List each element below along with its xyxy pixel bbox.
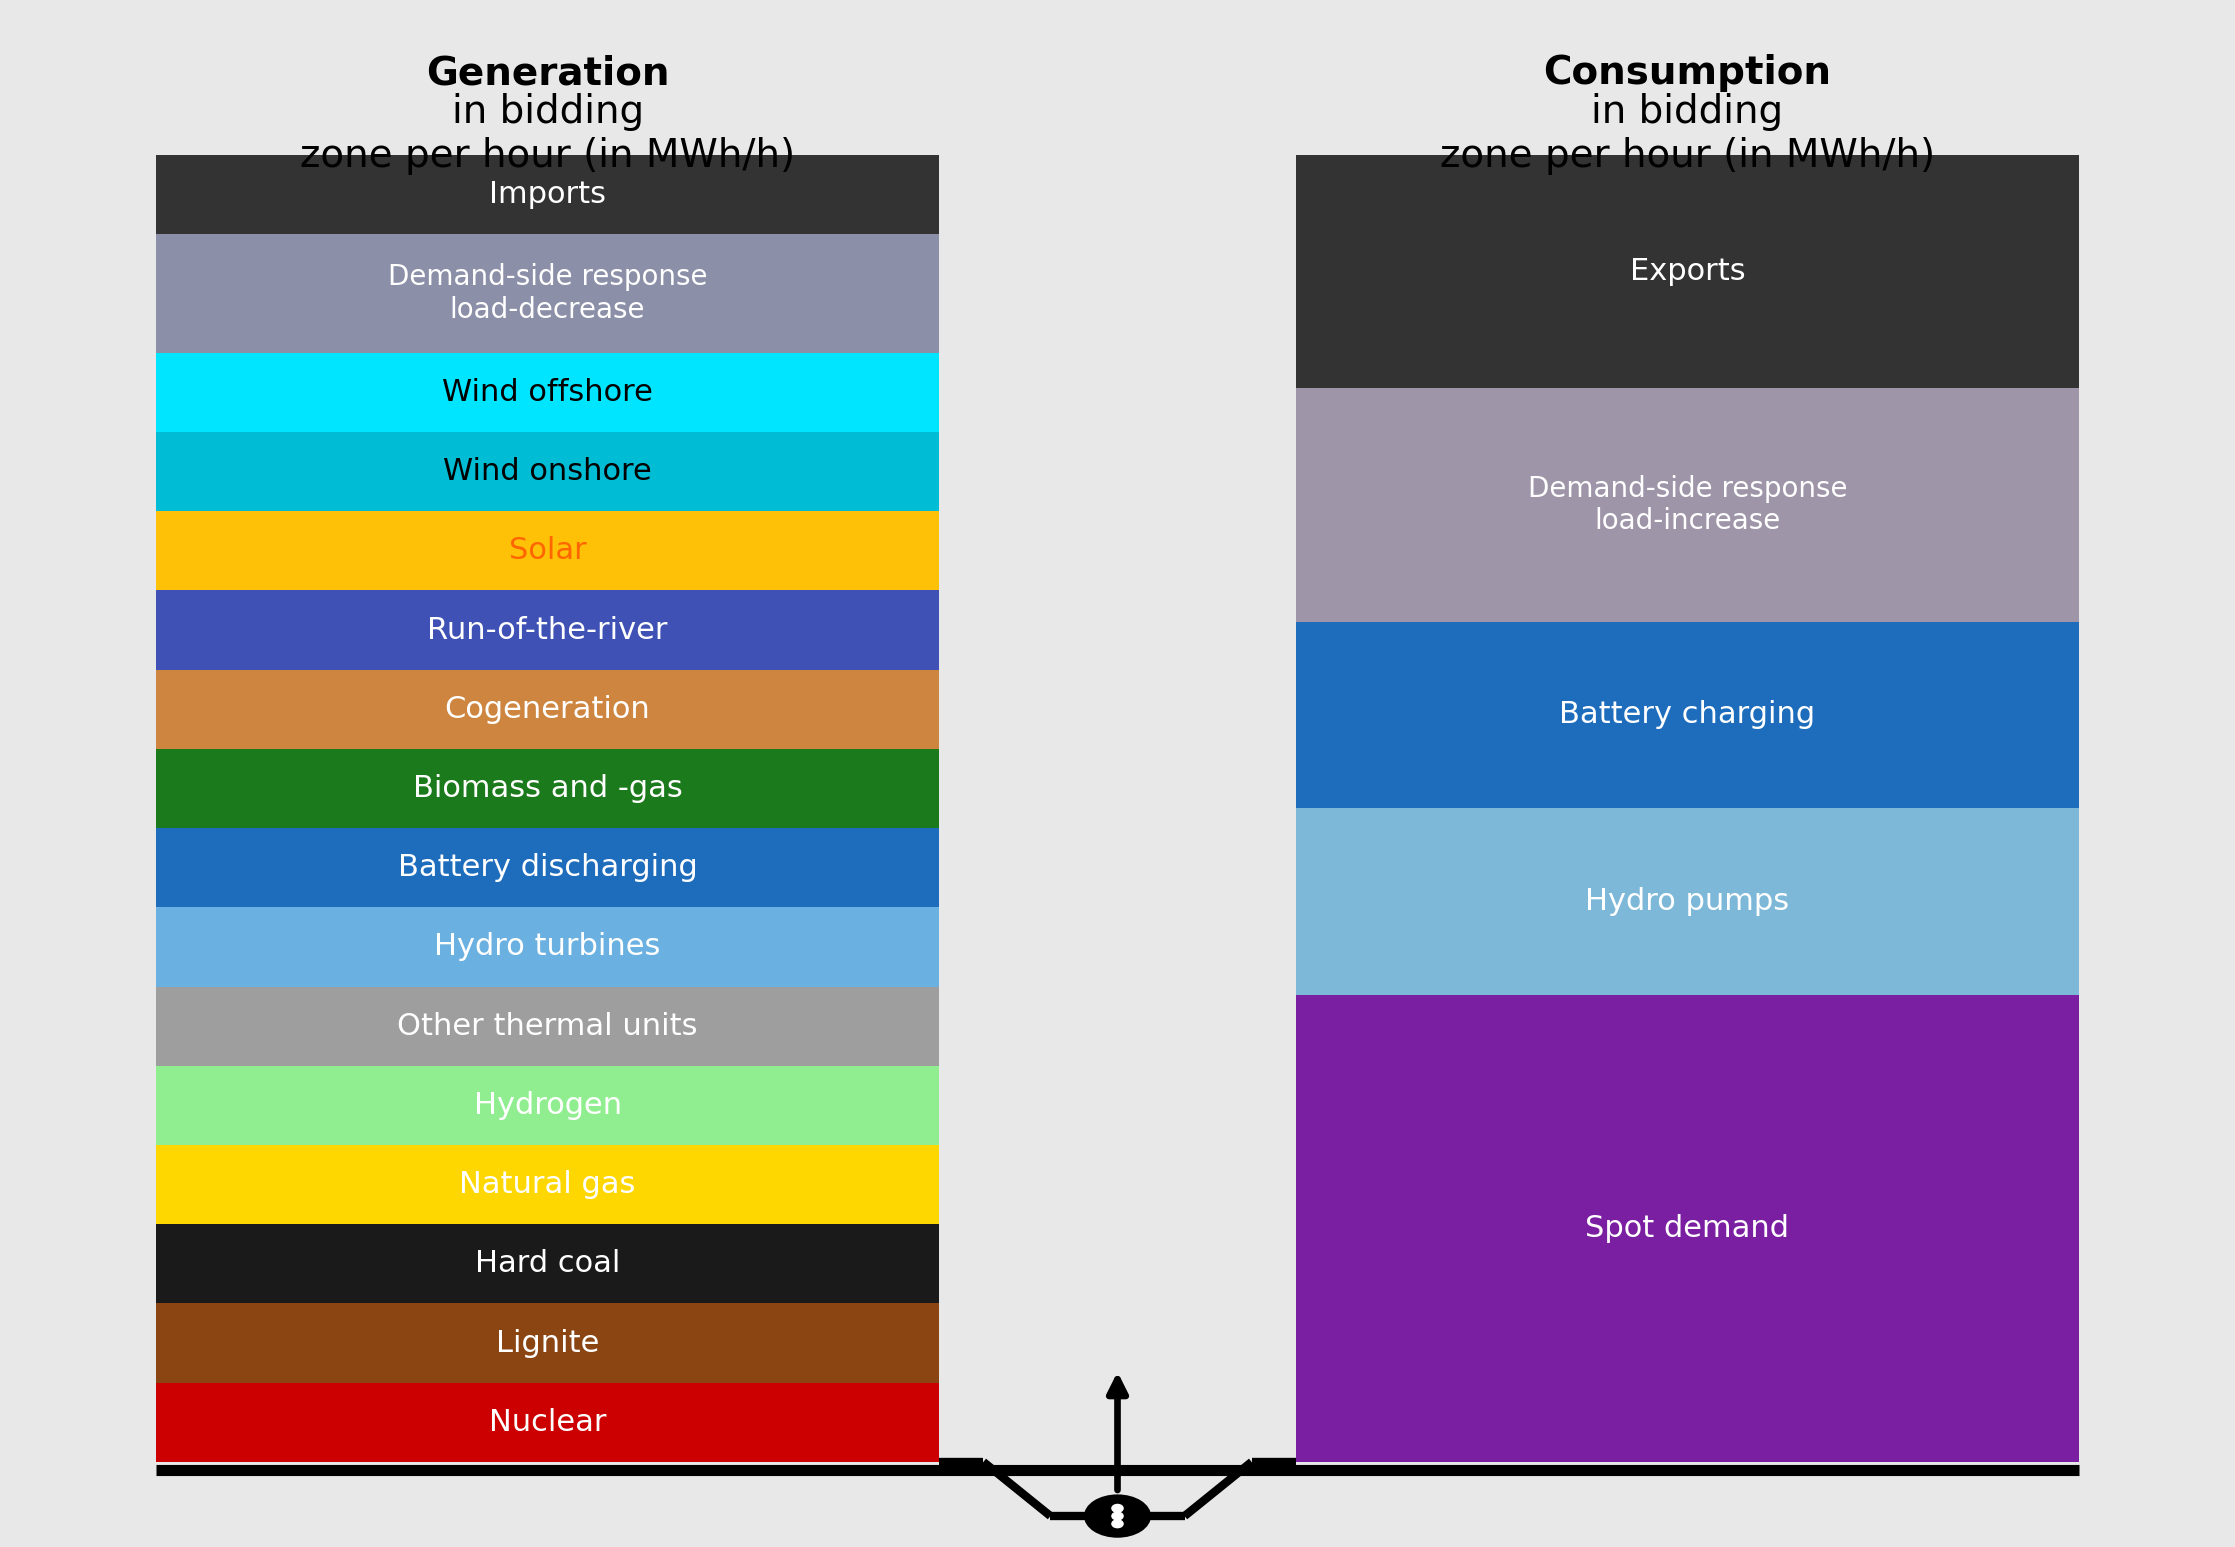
Bar: [156, 591, 939, 670]
Bar: [156, 1383, 939, 1462]
Text: Run-of-the-river: Run-of-the-river: [427, 616, 668, 645]
Text: Nuclear: Nuclear: [489, 1408, 606, 1437]
Text: Demand-side response
load-increase: Demand-side response load-increase: [1529, 475, 1846, 535]
Bar: [1296, 388, 2079, 622]
Bar: [156, 234, 939, 353]
Ellipse shape: [1084, 1494, 1151, 1538]
Bar: [156, 828, 939, 908]
Text: Battery charging: Battery charging: [1560, 701, 1815, 730]
Bar: [156, 749, 939, 828]
Text: Lignite: Lignite: [496, 1329, 599, 1358]
Text: Natural gas: Natural gas: [460, 1170, 635, 1199]
Text: Spot demand: Spot demand: [1585, 1214, 1790, 1242]
Text: Hydro pumps: Hydro pumps: [1585, 886, 1790, 916]
Text: Consumption: Consumption: [1544, 54, 1830, 93]
Bar: [156, 353, 939, 432]
Bar: [1296, 622, 2079, 809]
Circle shape: [1113, 1519, 1124, 1528]
Bar: [156, 908, 939, 987]
Bar: [156, 511, 939, 591]
Text: Hard coal: Hard coal: [474, 1250, 621, 1278]
Bar: [156, 1304, 939, 1383]
Text: Exports: Exports: [1629, 257, 1746, 286]
Bar: [156, 670, 939, 749]
Text: Imports: Imports: [489, 179, 606, 209]
Bar: [156, 987, 939, 1066]
Text: Wind onshore: Wind onshore: [443, 456, 653, 486]
Bar: [156, 1145, 939, 1224]
Bar: [156, 1224, 939, 1304]
Text: in bidding
zone per hour (in MWh/h): in bidding zone per hour (in MWh/h): [1439, 93, 1936, 175]
Text: Hydro turbines: Hydro turbines: [434, 933, 662, 961]
Bar: [1296, 155, 2079, 388]
Text: in bidding
zone per hour (in MWh/h): in bidding zone per hour (in MWh/h): [299, 93, 796, 175]
Bar: [1296, 808, 2079, 995]
Bar: [156, 155, 939, 234]
Text: Battery discharging: Battery discharging: [398, 854, 697, 882]
Bar: [156, 1066, 939, 1145]
Text: Generation: Generation: [427, 54, 668, 93]
Text: Wind offshore: Wind offshore: [443, 377, 653, 407]
Circle shape: [1113, 1504, 1124, 1513]
Text: Hydrogen: Hydrogen: [474, 1091, 621, 1120]
Text: Solar: Solar: [510, 537, 586, 565]
Text: Other thermal units: Other thermal units: [398, 1012, 697, 1041]
Text: Biomass and -gas: Biomass and -gas: [413, 774, 682, 803]
Circle shape: [1113, 1513, 1124, 1519]
Bar: [1296, 995, 2079, 1462]
Text: Demand-side response
load-decrease: Demand-side response load-decrease: [389, 263, 706, 323]
Text: Cogeneration: Cogeneration: [445, 695, 650, 724]
Bar: [156, 432, 939, 511]
